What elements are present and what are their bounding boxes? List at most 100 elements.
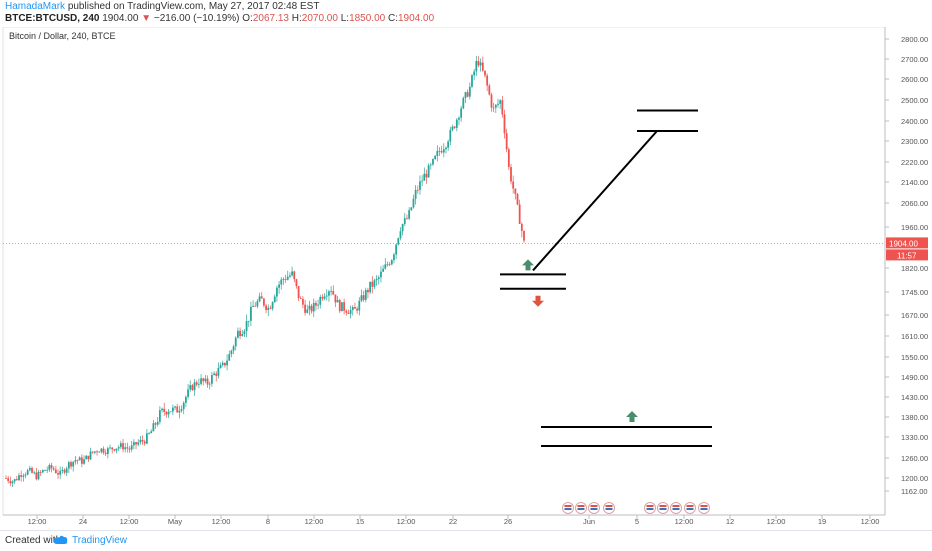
change-arrow-icon: ▼ — [141, 13, 152, 24]
candle-body — [486, 75, 489, 86]
candle-body — [15, 479, 18, 481]
candle-body — [59, 470, 62, 475]
x-tick-label: 26 — [504, 517, 512, 526]
candle-body — [39, 471, 42, 473]
low-value: 1850.00 — [349, 13, 386, 24]
event-flag-stripe — [577, 505, 585, 507]
y-tick-label: 2300.00 — [901, 137, 928, 146]
change-value: −216.00 (−10.19%) — [153, 13, 240, 24]
candle-body — [148, 433, 150, 434]
candle-body — [44, 469, 46, 471]
candle-body — [100, 448, 103, 452]
candle-body — [74, 460, 77, 462]
candle-body — [315, 302, 317, 306]
current-price-label: 1904.00 — [889, 239, 918, 248]
candle-body — [63, 469, 66, 473]
event-markers[interactable] — [562, 502, 710, 514]
candle-body — [334, 294, 337, 303]
candle-body — [501, 100, 504, 115]
candle-body — [135, 442, 137, 445]
candle-body — [265, 305, 267, 310]
y-tick-label: 1200.00 — [901, 474, 928, 483]
candle-body — [484, 70, 486, 76]
candle-body — [466, 92, 469, 97]
arrow-up-icon[interactable] — [522, 259, 534, 271]
candle-body — [371, 281, 374, 287]
candle-body — [330, 290, 333, 292]
arrow-down-icon[interactable] — [532, 295, 544, 307]
drawings[interactable] — [500, 109, 712, 447]
candle-body — [28, 467, 31, 471]
candle-body — [382, 268, 385, 272]
candle-body — [494, 104, 497, 108]
candle-body — [295, 279, 298, 287]
y-tick-label: 2800.00 — [901, 35, 928, 44]
candle-body — [221, 362, 224, 366]
candle-body — [184, 396, 187, 403]
x-tick-label: 8 — [266, 517, 270, 526]
candle-body — [260, 296, 263, 299]
candle-body — [48, 465, 51, 470]
candle-body — [200, 378, 202, 384]
candle-body — [332, 290, 335, 295]
candle-body — [245, 321, 248, 332]
y-tick-label: 2060.00 — [901, 199, 928, 208]
candle-body — [228, 354, 231, 361]
event-flag-stripe — [646, 505, 654, 507]
candle-body — [176, 406, 179, 413]
candle-body — [263, 298, 265, 306]
candle-body — [276, 287, 278, 297]
projection-trend-line[interactable] — [532, 130, 658, 272]
y-tick-label: 1380.00 — [901, 413, 928, 422]
x-tick-label: 19 — [818, 517, 826, 526]
chart-area[interactable]: Bitcoin / Dollar, 240, BTCE 2800.00 2700.… — [0, 26, 932, 530]
y-tick-label: 1960.00 — [901, 223, 928, 232]
x-tick-label: 12:00 — [397, 517, 416, 526]
candle-body — [115, 448, 118, 451]
candle-body — [362, 295, 365, 300]
candle-body — [80, 457, 83, 464]
candle-body — [282, 279, 285, 280]
x-tick-label: 12:00 — [675, 517, 694, 526]
low-label: L: — [340, 13, 350, 24]
candle-body — [341, 302, 343, 312]
candle-body — [358, 300, 361, 311]
candle-body — [343, 302, 346, 311]
author-link[interactable]: HamadaMark — [5, 1, 66, 12]
candle-body — [455, 119, 458, 128]
candle-body — [13, 479, 16, 482]
candle-body — [180, 409, 183, 411]
candle-body — [356, 308, 359, 311]
tradingview-brand-link[interactable]: TradingView — [72, 535, 128, 546]
y-tick-label: 2500.00 — [901, 96, 928, 105]
event-flag-stripe — [700, 505, 708, 507]
candle-body — [219, 365, 222, 369]
candles — [5, 55, 525, 488]
chart-title: Bitcoin / Dollar, 240, BTCE — [9, 31, 116, 41]
candle-body — [421, 180, 424, 182]
arrow-up-icon[interactable] — [626, 411, 638, 422]
candle-body — [247, 320, 250, 322]
candle-body — [393, 254, 395, 261]
y-tick-label: 1550.00 — [901, 353, 928, 362]
current-price-tag: 1904.00 11:57 — [886, 237, 928, 261]
candle-body — [145, 433, 148, 444]
y-tick-label: 1745.00 — [901, 288, 928, 297]
candle-body — [119, 443, 122, 448]
candle-body — [161, 408, 163, 411]
candle-body — [503, 114, 506, 134]
candle-body — [150, 431, 153, 434]
event-flag-stripe — [700, 508, 708, 510]
candle-body — [91, 451, 94, 453]
candle-body — [167, 411, 170, 415]
event-flag-stripe — [686, 508, 694, 510]
price-chart[interactable]: Bitcoin / Dollar, 240, BTCE 2800.00 2700.… — [0, 26, 932, 530]
candle-body — [436, 150, 439, 156]
chart-header: HamadaMark published on TradingView.com,… — [0, 0, 932, 26]
candle-body — [286, 276, 289, 280]
candle-body — [336, 300, 339, 303]
event-flag-stripe — [590, 505, 598, 507]
footer: Created with TradingView — [0, 530, 932, 551]
y-tick-label: 1490.00 — [901, 373, 928, 382]
candle-body — [70, 462, 72, 467]
